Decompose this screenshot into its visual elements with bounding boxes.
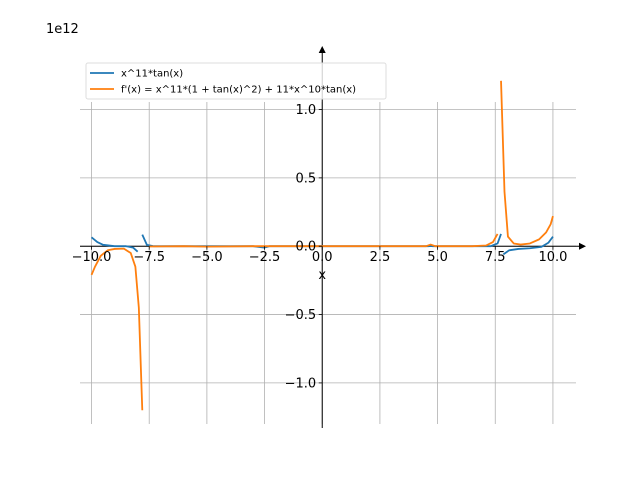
legend: x^11*tan(x) f'(x) = x^11*(1 + tan(x)^2) +… bbox=[85, 62, 387, 100]
x-axis-label: x bbox=[318, 268, 326, 283]
y-tick-label: −1.0 bbox=[285, 376, 317, 391]
y-tick-label: 0.0 bbox=[296, 240, 317, 255]
y-axis-arrow bbox=[318, 46, 326, 53]
x-tick-label: −2.5 bbox=[249, 250, 281, 265]
legend-box bbox=[85, 62, 387, 100]
x-tick-label: 2.5 bbox=[370, 250, 391, 265]
x-axis-arrow bbox=[579, 242, 586, 250]
series-line-1 bbox=[90, 236, 139, 253]
series-line-2 bbox=[149, 233, 499, 248]
series-line-2 bbox=[90, 247, 144, 411]
x-tick-label: 7.5 bbox=[485, 250, 506, 265]
x-tick-label: −7.5 bbox=[133, 250, 165, 265]
legend-label-1: x^11*tan(x) bbox=[121, 69, 183, 80]
axis-scale-note: 1e12 bbox=[46, 22, 79, 37]
x-tick-label: −10.0 bbox=[72, 250, 112, 265]
y-tick-label: −0.5 bbox=[285, 308, 317, 323]
tick-labels: −10.0 −7.5 −5.0 −2.5 0.0 2.5 5.0 7.5 10.0 −1.0 −0.… bbox=[72, 103, 568, 391]
x-tick-label: 5.0 bbox=[427, 250, 448, 265]
x-tick-label: −5.0 bbox=[191, 250, 223, 265]
series-line-1 bbox=[502, 236, 554, 256]
series-line-2 bbox=[500, 80, 554, 246]
y-tick-label: 1.0 bbox=[296, 103, 317, 118]
x-tick-label: 0.0 bbox=[312, 250, 333, 265]
legend-label-2: f'(x) = x^11*(1 + tan(x)^2) + 11*x^10*ta… bbox=[121, 85, 356, 96]
x-tick-label: 10.0 bbox=[538, 250, 567, 265]
y-tick-label: 0.5 bbox=[296, 171, 317, 186]
axes bbox=[80, 46, 586, 428]
